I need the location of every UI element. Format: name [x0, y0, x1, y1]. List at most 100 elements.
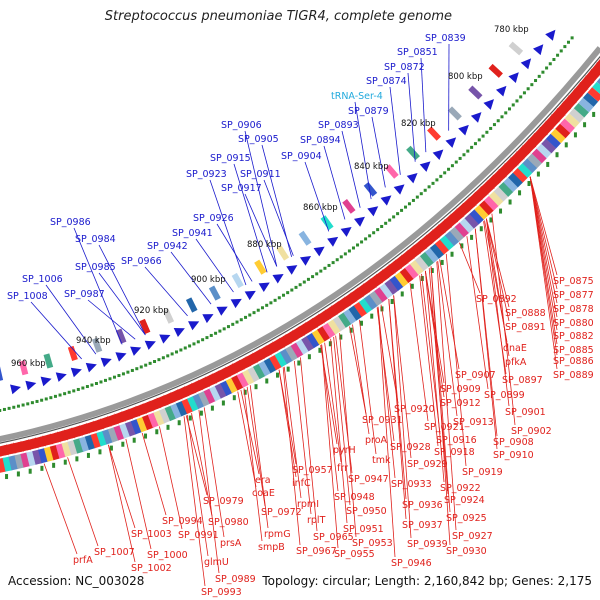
gene-label[interactable]: SP_0893 [318, 120, 359, 131]
gene-label[interactable]: SP_0953 [352, 538, 393, 549]
gene-label[interactable]: SP_1007 [94, 547, 135, 558]
gene-label[interactable]: SP_0872 [384, 62, 425, 73]
gene-label[interactable]: SP_1002 [131, 563, 172, 574]
gene-label[interactable]: SP_0908 [493, 437, 534, 448]
gene-label[interactable]: smpB [258, 542, 285, 553]
gene-label[interactable]: tRNA-Ser-4 [331, 91, 383, 102]
gene-label[interactable]: SP_0880 [553, 318, 594, 329]
gene-label[interactable]: SP_0886 [553, 356, 594, 367]
gene-label[interactable]: SP_0902 [511, 426, 552, 437]
gene-label[interactable]: SP_0875 [553, 276, 594, 287]
gene-label[interactable]: SP_0931 [362, 415, 403, 426]
gene-label[interactable]: coaE [252, 488, 275, 499]
gene-label[interactable]: SP_0918 [434, 447, 475, 458]
gene-label[interactable]: era [255, 475, 271, 486]
gene-label[interactable]: prfA [73, 555, 93, 566]
gene-label[interactable]: SP_0967 [296, 546, 337, 557]
gene-label[interactable]: rpmG [264, 529, 291, 540]
gene-label[interactable]: SP_0905 [238, 134, 279, 145]
gene-label[interactable]: SP_0892 [476, 294, 517, 305]
gene-label[interactable]: SP_0946 [391, 558, 432, 569]
gene-label[interactable]: SP_0912 [440, 398, 481, 409]
gene-label[interactable]: SP_0985 [75, 262, 116, 273]
gene-label[interactable]: rpmI [297, 499, 319, 510]
gene-label[interactable]: glmU [204, 557, 229, 568]
gene-label[interactable]: dnaE [503, 343, 527, 354]
gene-label[interactable]: SP_0916 [436, 435, 477, 446]
gene-label[interactable]: SP_0888 [505, 308, 546, 319]
gene-label[interactable]: SP_0980 [208, 517, 249, 528]
gene-label[interactable]: SP_1006 [22, 274, 63, 285]
gene-label[interactable]: SP_0901 [505, 407, 546, 418]
gene-label[interactable]: SP_0915 [210, 153, 251, 164]
gene-label[interactable]: SP_0947 [348, 474, 389, 485]
gene-label[interactable]: SP_0966 [121, 256, 162, 267]
gene-label[interactable]: SP_0923 [186, 169, 227, 180]
gene-label[interactable]: SP_0965 [313, 532, 354, 543]
gene-label[interactable]: pfkA [505, 357, 527, 368]
gene-label[interactable]: proA [365, 435, 388, 446]
gene-label[interactable]: SP_0948 [334, 492, 375, 503]
gene-label[interactable]: SP_0989 [215, 574, 256, 585]
gene-label[interactable]: SP_0879 [348, 106, 389, 117]
gene-label[interactable]: SP_0877 [553, 290, 594, 301]
gene-label[interactable]: tmk [372, 455, 391, 466]
gene-label[interactable]: SP_0922 [440, 483, 481, 494]
gene-label[interactable]: SP_0933 [391, 479, 432, 490]
gene-label[interactable]: SP_1008 [7, 291, 48, 302]
gene-label[interactable]: SP_0926 [193, 213, 234, 224]
gene-label[interactable]: SP_0897 [502, 375, 543, 386]
gene-label[interactable]: SP_0904 [281, 151, 322, 162]
gene-label[interactable]: SP_0921 [424, 422, 465, 433]
gene-label[interactable]: SP_0994 [162, 516, 203, 527]
gene-label[interactable]: SP_0917 [221, 183, 262, 194]
gene-label[interactable]: SP_0936 [402, 500, 443, 511]
gene-label[interactable]: SP_0907 [455, 370, 496, 381]
gene-label[interactable]: SP_0929 [407, 459, 448, 470]
gene-label[interactable]: SP_0939 [407, 539, 448, 550]
gene-label[interactable]: SP_0885 [553, 345, 594, 356]
gene-label[interactable]: SP_0889 [553, 370, 594, 381]
gene-label[interactable]: SP_0984 [75, 234, 116, 245]
gene-label[interactable]: SP_0972 [261, 507, 302, 518]
gene-label[interactable]: SP_0937 [402, 520, 443, 531]
gene-label[interactable]: SP_0839 [425, 33, 466, 44]
gene-label[interactable]: SP_0951 [343, 524, 384, 535]
gene-label[interactable]: SP_0925 [446, 513, 487, 524]
gene-label[interactable]: rplT [307, 515, 326, 526]
gene-label[interactable]: SP_0894 [300, 135, 341, 146]
gene-label[interactable]: SP_0878 [553, 304, 594, 315]
gene-label[interactable]: frr [337, 463, 348, 474]
gene-label[interactable]: SP_0955 [334, 549, 375, 560]
gene-label[interactable]: prsA [220, 538, 242, 549]
gene-label[interactable]: SP_0920 [394, 404, 435, 415]
gene-label[interactable]: SP_0913 [453, 417, 494, 428]
gene-label[interactable]: SP_0991 [178, 530, 219, 541]
gene-label[interactable]: SP_0911 [240, 169, 281, 180]
gene-label[interactable]: SP_0910 [493, 450, 534, 461]
gene-label[interactable]: SP_0906 [221, 120, 262, 131]
gene-label[interactable]: SP_0919 [462, 467, 503, 478]
gene-label[interactable]: infC [292, 478, 311, 489]
gene-label[interactable]: SP_0930 [446, 546, 487, 557]
gene-label[interactable]: SP_0979 [203, 496, 244, 507]
gene-label[interactable]: SP_0950 [346, 506, 387, 517]
gene-label[interactable]: SP_0993 [201, 587, 242, 598]
gene-label[interactable]: SP_0899 [484, 390, 525, 401]
gene-label[interactable]: SP_0942 [147, 241, 188, 252]
gene-label[interactable]: SP_0882 [553, 331, 594, 342]
gene-label[interactable]: SP_1003 [131, 529, 172, 540]
gene-label[interactable]: SP_0941 [172, 228, 213, 239]
gene-label[interactable]: SP_0927 [452, 531, 493, 542]
gene-label[interactable]: SP_0891 [505, 322, 546, 333]
gene-label[interactable]: SP_0957 [292, 465, 333, 476]
gene-label[interactable]: SP_1000 [147, 550, 188, 561]
gene-label[interactable]: pyrH [333, 445, 356, 456]
gene-label[interactable]: SP_0987 [64, 289, 105, 300]
gene-label[interactable]: SP_0851 [397, 47, 438, 58]
gene-label[interactable]: SP_0909 [440, 384, 481, 395]
gene-label[interactable]: SP_0928 [390, 442, 431, 453]
gene-label[interactable]: SP_0924 [444, 495, 485, 506]
gene-label[interactable]: SP_0874 [366, 76, 407, 87]
gene-label[interactable]: SP_0986 [50, 217, 91, 228]
